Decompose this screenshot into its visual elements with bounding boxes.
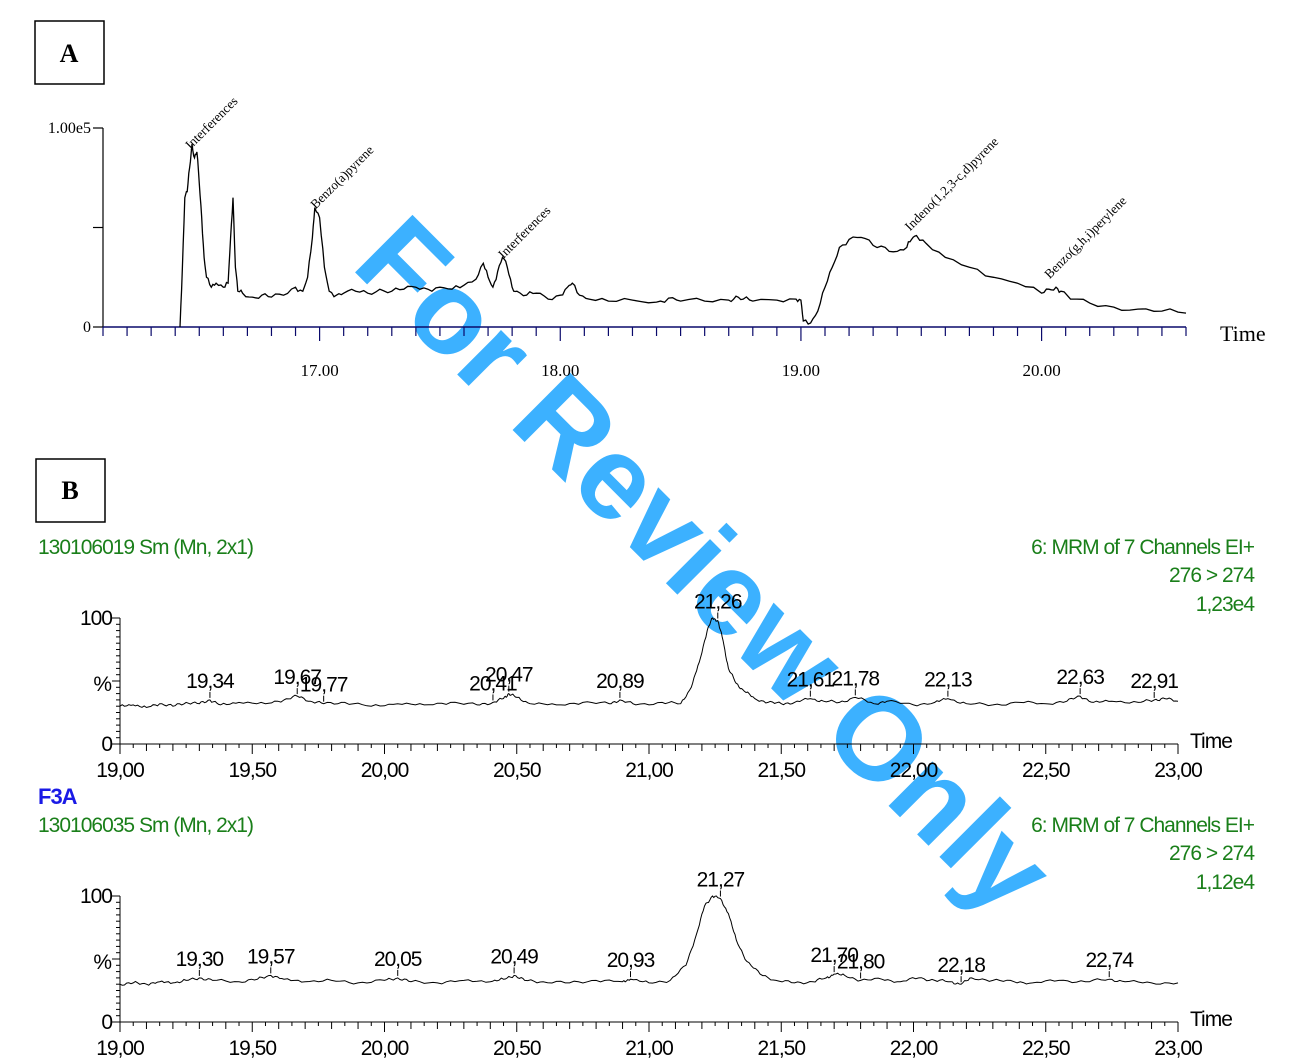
x-tick-label: 21,00 bbox=[625, 1037, 673, 1060]
peak-annotation: Benzo(a)pyrene bbox=[307, 142, 376, 211]
x-tick-label: 19,50 bbox=[228, 1037, 276, 1060]
transition-label: 276 > 274 bbox=[1169, 564, 1255, 587]
panel-b-letter: B bbox=[61, 476, 78, 505]
x-axis-label: Time bbox=[1190, 730, 1232, 753]
x-tick-label: 17.00 bbox=[300, 361, 338, 380]
x-tick-label: 19,00 bbox=[96, 1037, 144, 1060]
peak-annotation: Benzo(g,h,i)perylene bbox=[1041, 193, 1129, 281]
x-tick-label: 19,00 bbox=[96, 759, 144, 782]
peak-label: 20,93 bbox=[607, 949, 655, 972]
y-tick-label: 0 bbox=[101, 733, 112, 756]
y-axis-label: % bbox=[93, 673, 112, 696]
peak-label: 20,89 bbox=[596, 670, 644, 693]
intensity-label: 1,12e4 bbox=[1196, 871, 1256, 894]
file-label: 130106035 Sm (Mn, 2x1) bbox=[38, 814, 253, 837]
x-tick-label: 20,00 bbox=[361, 1037, 409, 1060]
x-axis-label: Time bbox=[1190, 1008, 1232, 1031]
peak-label: 21,26 bbox=[694, 591, 742, 614]
x-tick-label: 21,50 bbox=[757, 759, 805, 782]
y-tick-label: 100 bbox=[80, 885, 112, 908]
peak-label: 22,74 bbox=[1085, 949, 1134, 972]
peak-label: 21,27 bbox=[697, 869, 745, 892]
chromatogram-trace bbox=[119, 617, 1179, 709]
y-tick-label: 0 bbox=[101, 1011, 112, 1034]
peak-label: 21,78 bbox=[832, 667, 880, 690]
peak-label: 19,34 bbox=[186, 670, 235, 693]
x-tick-label: 20,50 bbox=[493, 759, 541, 782]
x-tick-label: 18.00 bbox=[541, 361, 579, 380]
x-tick-label: 22,00 bbox=[890, 759, 938, 782]
channel-label: 6: MRM of 7 Channels EI+ bbox=[1031, 814, 1255, 837]
x-tick-label: 23,00 bbox=[1154, 759, 1202, 782]
peak-label: 22,18 bbox=[937, 954, 985, 977]
peak-label: 20,49 bbox=[490, 945, 538, 968]
peak-annotation: Indeno(1,2,3-c,d)pyrene bbox=[902, 134, 1002, 234]
x-tick-label: 20.00 bbox=[1022, 361, 1060, 380]
x-tick-label: 23,00 bbox=[1154, 1037, 1202, 1060]
x-axis-label: Time bbox=[1220, 321, 1266, 346]
panel-a-label: A bbox=[34, 20, 105, 85]
sample-label: F3A bbox=[38, 784, 78, 809]
y-tick-label: 0 bbox=[83, 319, 91, 336]
peak-label: 22,63 bbox=[1056, 666, 1104, 689]
x-tick-label: 21,50 bbox=[757, 1037, 805, 1060]
peak-label: 21,80 bbox=[837, 950, 885, 973]
x-tick-label: 22,50 bbox=[1022, 1037, 1070, 1060]
watermark-text: For Review Only bbox=[331, 192, 1078, 939]
chromatogram-trace bbox=[119, 895, 1179, 986]
channel-label: 6: MRM of 7 Channels EI+ bbox=[1031, 536, 1255, 559]
x-tick-label: 19.00 bbox=[782, 361, 820, 380]
chart-panel-b-top: 130106019 Sm (Mn, 2x1) 6: MRM of 7 Channe… bbox=[38, 536, 1256, 782]
x-tick-label: 22,00 bbox=[890, 1037, 938, 1060]
file-label: 130106019 Sm (Mn, 2x1) bbox=[38, 536, 253, 559]
peak-label: 20,05 bbox=[374, 948, 422, 971]
x-tick-label: 19,50 bbox=[228, 759, 276, 782]
y-axis-label: % bbox=[93, 951, 112, 974]
peak-label: 19,57 bbox=[247, 945, 295, 968]
peak-annotation: Interferences bbox=[495, 203, 554, 262]
chart-panel-a: 1.00e5 0 17.00 18.00 19.00 20.00 Time Interfere… bbox=[48, 93, 1266, 380]
chromatogram-trace-a bbox=[179, 143, 1187, 328]
peak-label: 19,30 bbox=[176, 948, 224, 971]
panel-a-letter: A bbox=[60, 39, 79, 68]
peak-label: 22,91 bbox=[1130, 670, 1178, 693]
y-tick-label: 100 bbox=[80, 607, 112, 630]
transition-label: 276 > 274 bbox=[1169, 842, 1255, 865]
peak-label: 22,13 bbox=[924, 669, 972, 692]
panel-b-label: B bbox=[35, 458, 106, 523]
peak-label: 21,61 bbox=[787, 669, 835, 692]
y-tick-label: 1.00e5 bbox=[48, 120, 91, 137]
x-tick-label: 20,50 bbox=[493, 1037, 541, 1060]
x-tick-label: 22,50 bbox=[1022, 759, 1070, 782]
intensity-label: 1,23e4 bbox=[1196, 593, 1256, 616]
peak-annotation: Interferences bbox=[182, 93, 241, 152]
peak-label: 19,67 bbox=[273, 666, 321, 689]
peak-label: 20,41 bbox=[469, 672, 517, 695]
peak-label: 21,70 bbox=[810, 944, 858, 967]
x-tick-label: 20,00 bbox=[361, 759, 409, 782]
peak-label: 20,47 bbox=[485, 664, 533, 687]
peak-label: 19,77 bbox=[300, 674, 348, 697]
x-tick-label: 21,00 bbox=[625, 759, 673, 782]
chart-panel-b-bottom: F3A 130106035 Sm (Mn, 2x1) 6: MRM of 7 Cha… bbox=[38, 784, 1256, 1060]
